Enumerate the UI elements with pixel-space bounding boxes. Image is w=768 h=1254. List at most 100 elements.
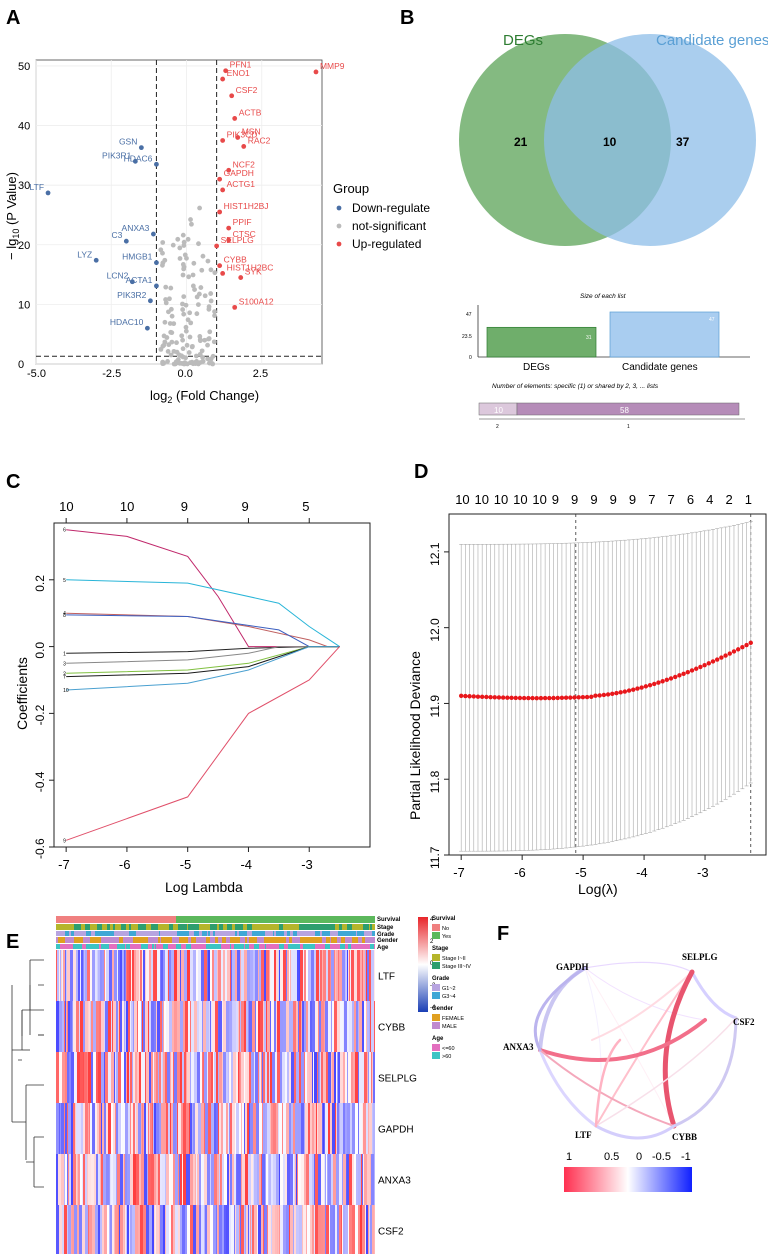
- annot-cell: [298, 944, 300, 949]
- heatmap-cell: [214, 1103, 216, 1154]
- heatmap-cell: [300, 950, 303, 1001]
- heatmap-cell: [363, 950, 365, 1001]
- volcano-point-up: [220, 187, 226, 193]
- heatmap-cell: [241, 1052, 244, 1103]
- heatmap-cell: [306, 950, 308, 1001]
- heatmap-cell: [247, 1052, 249, 1103]
- annot-cell: [290, 931, 293, 936]
- heatmap-cell: [175, 1154, 178, 1205]
- venn-count-candidates-only: 37: [676, 135, 690, 149]
- heatmap-cell: [318, 1103, 321, 1154]
- annot-cell: [117, 937, 119, 943]
- cv-mean-point: [521, 695, 527, 701]
- heatmap-cell: [358, 1001, 359, 1052]
- annot-cell: [99, 944, 100, 949]
- volcano-point-ns: [191, 360, 197, 366]
- lasso-plot-frame: [53, 522, 371, 848]
- heatmap-cell: [143, 1001, 145, 1052]
- volcano-point-ns: [180, 346, 186, 352]
- heatmap-cell: [57, 950, 59, 1001]
- heatmap-cell: [306, 1205, 307, 1254]
- heatmap-cell: [113, 1103, 115, 1154]
- volcano-point-ns: [181, 361, 187, 367]
- heatmap-cell: [96, 1154, 98, 1205]
- heatmap-cell: [114, 1205, 115, 1254]
- node-csf2: CSF2: [733, 1017, 755, 1027]
- volcano-gene-label: ANXA3: [122, 223, 150, 233]
- heatmap-cell: [286, 1205, 289, 1254]
- annot-cell: [200, 924, 204, 930]
- heatmap-cell: [216, 1103, 218, 1154]
- heatmap-cell: [342, 950, 345, 1001]
- heatmap-cell: [210, 1154, 211, 1205]
- annot-cell: [357, 931, 362, 936]
- annot-cell: [127, 937, 132, 943]
- heatmap-cell: [185, 1001, 188, 1052]
- heatmap-cell: [98, 950, 100, 1001]
- heatmap-cell: [305, 1103, 308, 1154]
- cv-toptick: 9: [571, 492, 578, 507]
- volcano-point-ns: [206, 336, 212, 341]
- annot-cell: [278, 937, 279, 943]
- legend-ns-marker: [336, 223, 342, 229]
- heatmap-cell: [316, 1103, 317, 1154]
- heatmap-cell: [262, 1154, 265, 1205]
- heatmap-cell: [354, 1001, 356, 1052]
- heatmap-cell: [71, 1103, 73, 1154]
- cv-toptick: 9: [629, 492, 636, 507]
- heatmap-cell: [193, 1154, 195, 1205]
- heatmap-cell: [191, 1154, 193, 1205]
- heatmap-cell: [152, 1205, 154, 1254]
- heatmap-cell: [73, 1154, 76, 1205]
- annot-cell: [156, 944, 158, 949]
- annot-cell: [173, 944, 175, 949]
- annot-cell: [155, 931, 159, 936]
- heatmap-cell: [128, 1001, 130, 1052]
- heatmap-cell: [330, 1103, 332, 1154]
- annot-cell: [249, 944, 254, 949]
- heatmap-cell: [201, 1103, 204, 1154]
- heatmap-cell: [365, 1205, 366, 1254]
- annot-cell: [204, 944, 205, 949]
- heatmap-cell: [71, 1052, 74, 1103]
- volcano-point-ns: [179, 333, 185, 339]
- heatmap-cell: [154, 1001, 156, 1052]
- volcano-point-ns: [189, 221, 194, 227]
- heatmap-cell: [279, 1154, 280, 1205]
- heatmap-cell: [150, 1103, 151, 1154]
- heatmap-cell: [215, 1001, 218, 1052]
- heatmap-cell: [106, 1154, 109, 1205]
- heatmap-cell: [314, 1205, 315, 1254]
- heatmap-cell: [320, 1052, 321, 1103]
- heatmap-cell: [93, 1052, 96, 1103]
- volcano-gene-label: SELPLG: [221, 235, 254, 245]
- heatmap-cell: [291, 1052, 294, 1103]
- annot-cell: [294, 924, 299, 930]
- heatmap-cell: [280, 1001, 283, 1052]
- heatmap-cell: [184, 950, 187, 1001]
- heatmap-cell: [224, 1205, 226, 1254]
- annot-cell: [136, 944, 141, 949]
- annot-cell: [94, 944, 99, 949]
- heatmap-cell: [199, 1154, 201, 1205]
- heatmap-cell: [165, 1205, 166, 1254]
- heatmap-cell: [314, 950, 316, 1001]
- heatmap-cell: [252, 1052, 254, 1103]
- lasso-toptick: 9: [181, 499, 188, 514]
- heatmap-legend-swatch: [432, 924, 440, 931]
- heatmap-cell: [163, 1103, 166, 1154]
- annot-cell: [69, 931, 71, 936]
- annot-cell: [230, 937, 231, 943]
- annot-cell: [364, 931, 367, 936]
- heatmap-cell: [190, 1052, 191, 1103]
- annot-cell: [344, 937, 345, 943]
- annot-cell: [69, 937, 74, 943]
- annot-cell: [296, 937, 300, 943]
- heatmap-cell: [60, 950, 61, 1001]
- heatmap-cell: [66, 950, 67, 1001]
- annot-cell: [205, 944, 206, 949]
- heatmap-cell: [169, 1154, 170, 1205]
- heatmap-cell: [113, 1154, 116, 1205]
- panel-label-b: B: [400, 7, 414, 29]
